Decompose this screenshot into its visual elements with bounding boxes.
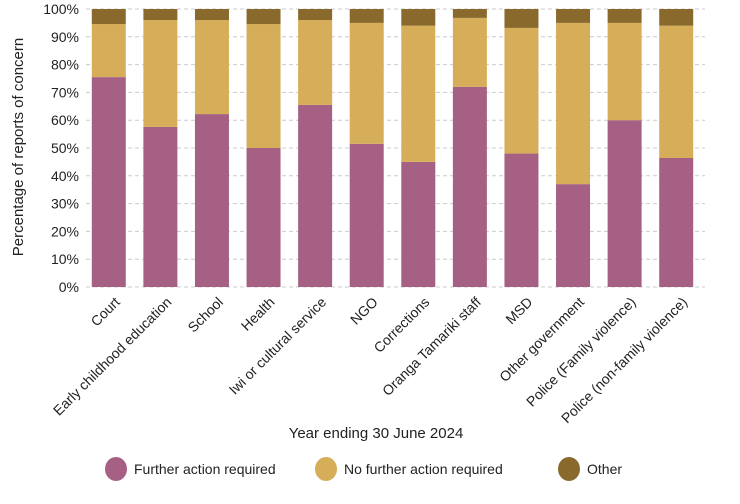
y-tick-label: 100% (43, 1, 79, 17)
bar-segment-further-action-required (194, 114, 229, 287)
bar-segment-other (401, 9, 436, 26)
x-tick-label: Health (238, 294, 278, 334)
y-tick-label: 50% (51, 140, 79, 156)
y-tick-label: 0% (59, 279, 79, 295)
y-tick-label: 40% (51, 168, 79, 184)
bar-segment-further-action-required (298, 104, 333, 287)
bar-segment-no-further-action-required (194, 20, 229, 115)
bar-segment-further-action-required (91, 77, 126, 287)
x-tick-label: Court (87, 294, 123, 330)
bar-segment-no-further-action-required (401, 25, 436, 162)
x-tick-label: School (184, 294, 226, 336)
bar-segment-further-action-required (349, 143, 384, 287)
legend-label: No further action required (344, 461, 503, 477)
bar-segment-further-action-required (659, 158, 694, 287)
bar-segment-further-action-required (401, 161, 436, 287)
bar-segment-other (504, 9, 539, 28)
bar-segment-no-further-action-required (143, 20, 178, 127)
bar-segment-further-action-required (143, 126, 178, 287)
x-tick-label: NGO (347, 294, 381, 328)
bars (91, 9, 694, 287)
bar-segment-no-further-action-required (504, 27, 539, 154)
bar-segment-other (659, 9, 694, 26)
legend-label: Other (587, 461, 622, 477)
bar-segment-no-further-action-required (452, 17, 487, 87)
legend: Further action required No further action… (105, 457, 622, 481)
bar-segment-no-further-action-required (659, 25, 694, 159)
y-tick-label: 80% (51, 57, 79, 73)
y-axis-title: Percentage of reports of concern (10, 38, 27, 256)
bar-segment-no-further-action-required (349, 22, 384, 144)
bar-segment-further-action-required (504, 153, 539, 287)
bar-segment-other (246, 9, 281, 25)
legend-swatch (105, 457, 127, 481)
bar-segment-no-further-action-required (298, 20, 333, 105)
bar-segment-other (194, 9, 229, 21)
bar-segment-other (143, 9, 178, 21)
y-tick-label: 30% (51, 196, 79, 212)
legend-swatch (315, 457, 337, 481)
bar-segment-no-further-action-required (91, 24, 126, 78)
y-tick-label: 10% (51, 251, 79, 267)
bar-segment-no-further-action-required (246, 24, 281, 148)
y-tick-label: 20% (51, 223, 79, 239)
gridlines (86, 8, 705, 288)
bar-segment-further-action-required (452, 86, 487, 287)
bar-segment-other (349, 9, 384, 23)
legend-swatch (558, 457, 580, 481)
y-axis-ticks: 0% 10% 20% 30% 40% 50% 60% 70% 80% 90% 100% (43, 1, 79, 295)
x-axis-title: Year ending 30 June 2024 (289, 425, 464, 442)
bar-segment-other (607, 9, 642, 23)
x-tick-label: MSD (502, 294, 535, 327)
y-tick-label: 70% (51, 84, 79, 100)
bar-segment-further-action-required (607, 120, 642, 287)
legend-label: Further action required (134, 461, 276, 477)
bar-segment-other (452, 9, 487, 18)
bar-segment-further-action-required (556, 184, 591, 287)
bar-segment-other (298, 9, 333, 21)
bar-segment-no-further-action-required (556, 22, 591, 185)
bar-segment-no-further-action-required (607, 22, 642, 121)
bar-segment-other (556, 9, 591, 23)
y-tick-label: 90% (51, 29, 79, 45)
y-tick-label: 60% (51, 112, 79, 128)
x-tick-label: Oranga Tamariki staff (379, 294, 484, 399)
x-tick-label: Iwi or cultural service (226, 294, 330, 398)
bar-segment-other (91, 9, 126, 25)
bar-segment-further-action-required (246, 148, 281, 287)
